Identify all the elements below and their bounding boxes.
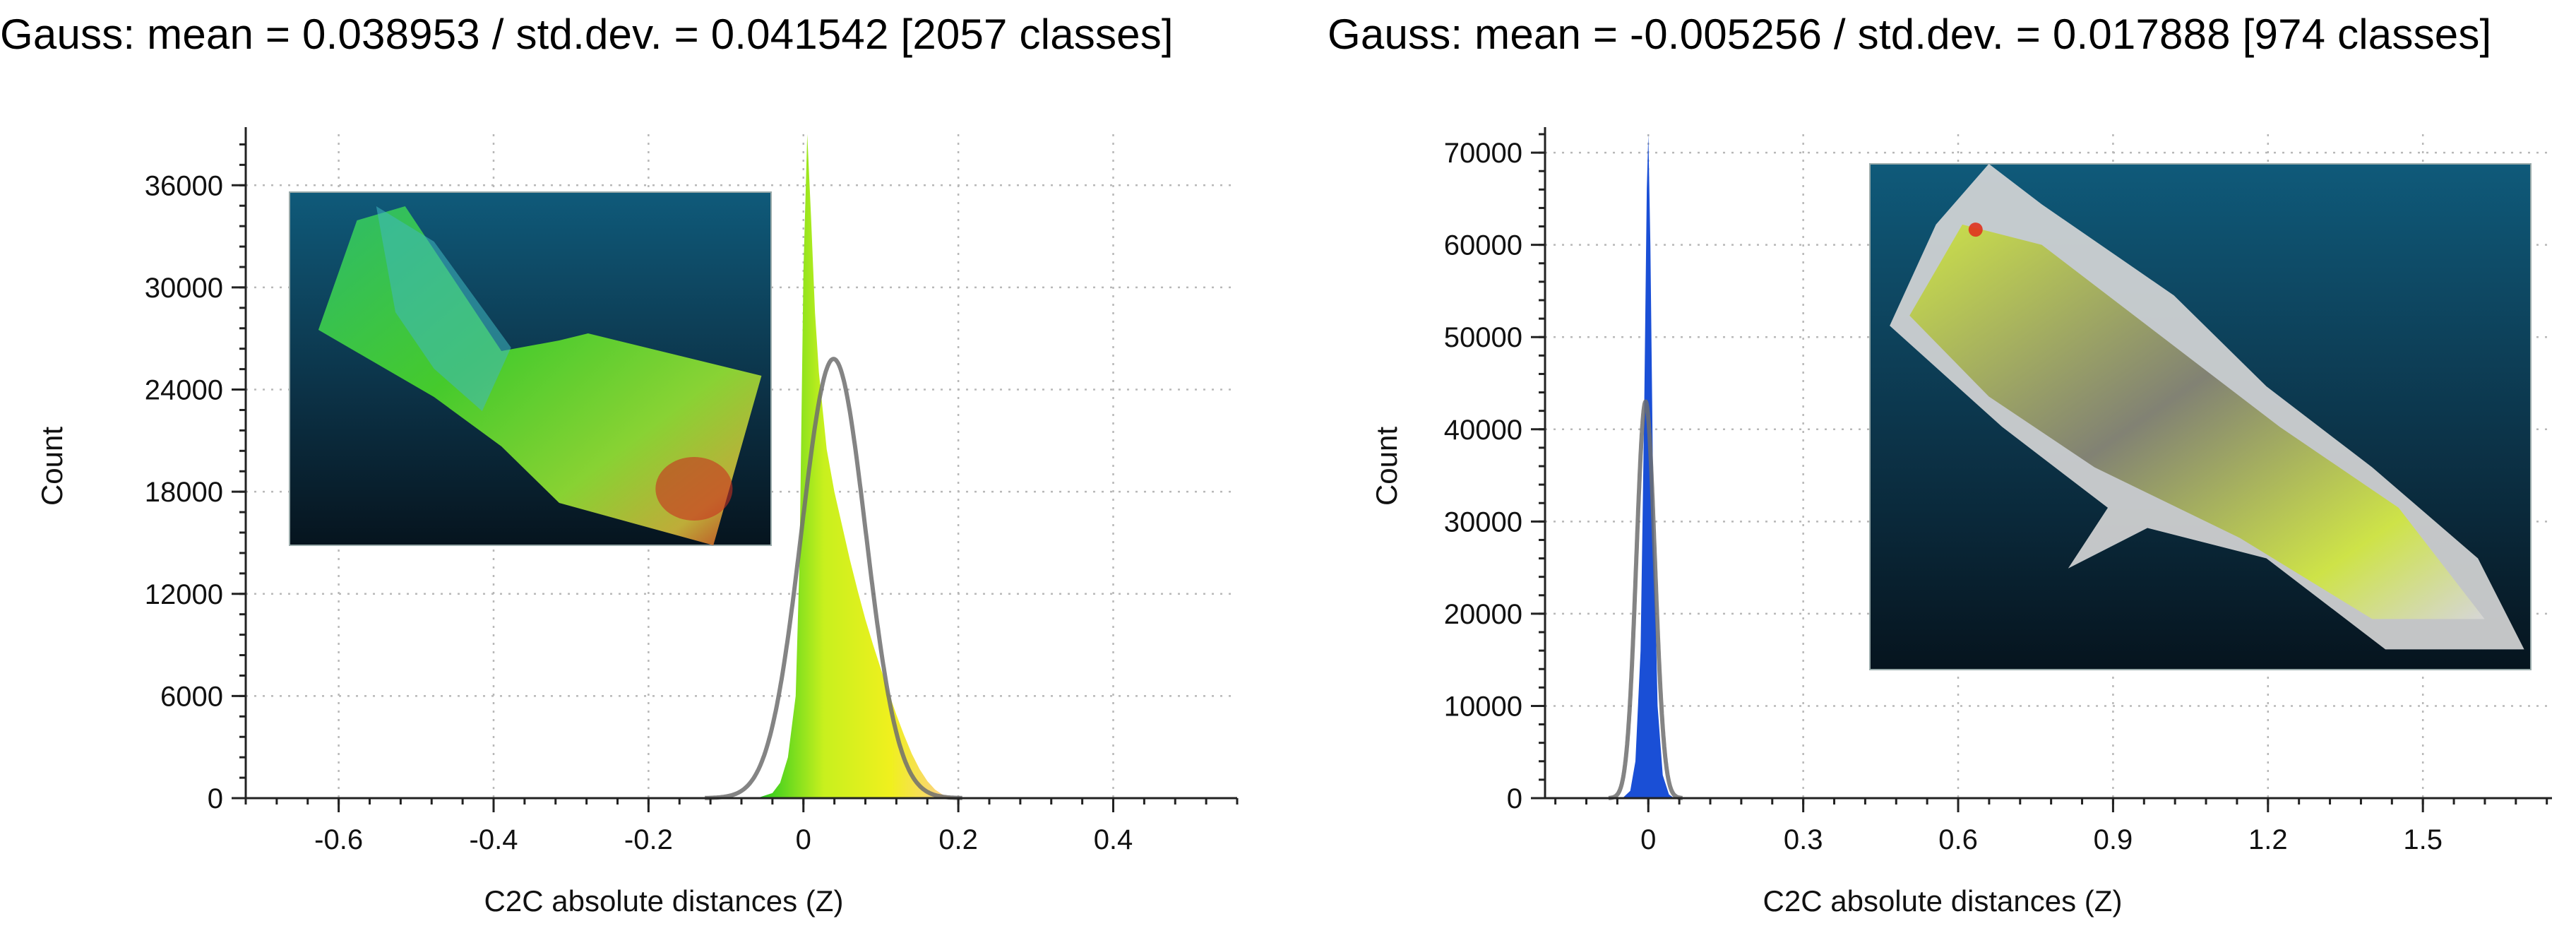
- y-axis-label: Count: [35, 427, 68, 506]
- x-tick-label: 0.4: [1094, 824, 1133, 855]
- x-tick-label: -0.2: [624, 824, 673, 855]
- x-tick-label: 0.9: [2094, 824, 2133, 855]
- x-tick-label: 1.2: [2248, 824, 2288, 855]
- y-tick-label: 20000: [1444, 599, 1522, 630]
- y-tick-label: 0: [1507, 783, 1522, 814]
- y-tick-label: 0: [208, 783, 223, 814]
- x-tick-label: 0.3: [1784, 824, 1823, 855]
- gauss-curve: [1608, 399, 1683, 800]
- x-tick-label: 0: [796, 824, 811, 855]
- y-tick-label: 6000: [160, 681, 223, 712]
- x-tick-label: -0.4: [470, 824, 518, 855]
- y-axis-label: Count: [1370, 427, 1403, 506]
- y-tick-label: 10000: [1444, 691, 1522, 722]
- y-tick-label: 70000: [1444, 138, 1522, 169]
- x-axis-label: C2C absolute distances (Z): [484, 884, 844, 918]
- y-tick-label: 40000: [1444, 415, 1522, 446]
- y-tick-label: 30000: [1444, 506, 1522, 538]
- x-tick-label: 0.2: [938, 824, 978, 855]
- histogram-area: [756, 134, 959, 798]
- y-tick-label: 30000: [145, 273, 223, 304]
- chart-svg: 0 0.3 0.6 0.9 1.2 1.5 0 10000 20000 30000 40000 500…: [1370, 127, 2552, 918]
- x-tick-label: 0.6: [1938, 824, 1978, 855]
- y-tick-label: 12000: [145, 579, 223, 610]
- y-tick-label: 36000: [145, 170, 223, 201]
- gauss-curve: [705, 357, 962, 800]
- y-tick-label: 18000: [145, 477, 223, 508]
- chart-title: Gauss: mean = -0.005256 / std.dev. = 0.0…: [1328, 11, 2492, 58]
- y-tick-label: 60000: [1444, 230, 1522, 261]
- x-axis-label: C2C absolute distances (Z): [1763, 884, 2123, 918]
- chart-svg: -0.6 -0.4 -0.2 0 0.2 0.4 0 6000 12000 18000 24000 3…: [35, 127, 1239, 918]
- y-tick-label: 50000: [1444, 322, 1522, 353]
- x-tick-label: -0.6: [314, 824, 363, 855]
- inset-pointcloud-image: [1869, 163, 2532, 670]
- chart-panel-left: Gauss: mean = 0.038953 / std.dev. = 0.04…: [0, 0, 1271, 938]
- chart-title: Gauss: mean = 0.038953 / std.dev. = 0.04…: [0, 11, 1174, 58]
- inset-pointcloud-image: [289, 191, 772, 546]
- y-tick-label: 24000: [145, 375, 223, 406]
- histogram-area: [1622, 134, 1674, 798]
- x-tick-label: 0: [1640, 824, 1656, 855]
- x-tick-label: 1.5: [2403, 824, 2443, 855]
- chart-panel-right: Gauss: mean = -0.005256 / std.dev. = 0.0…: [1328, 0, 2576, 938]
